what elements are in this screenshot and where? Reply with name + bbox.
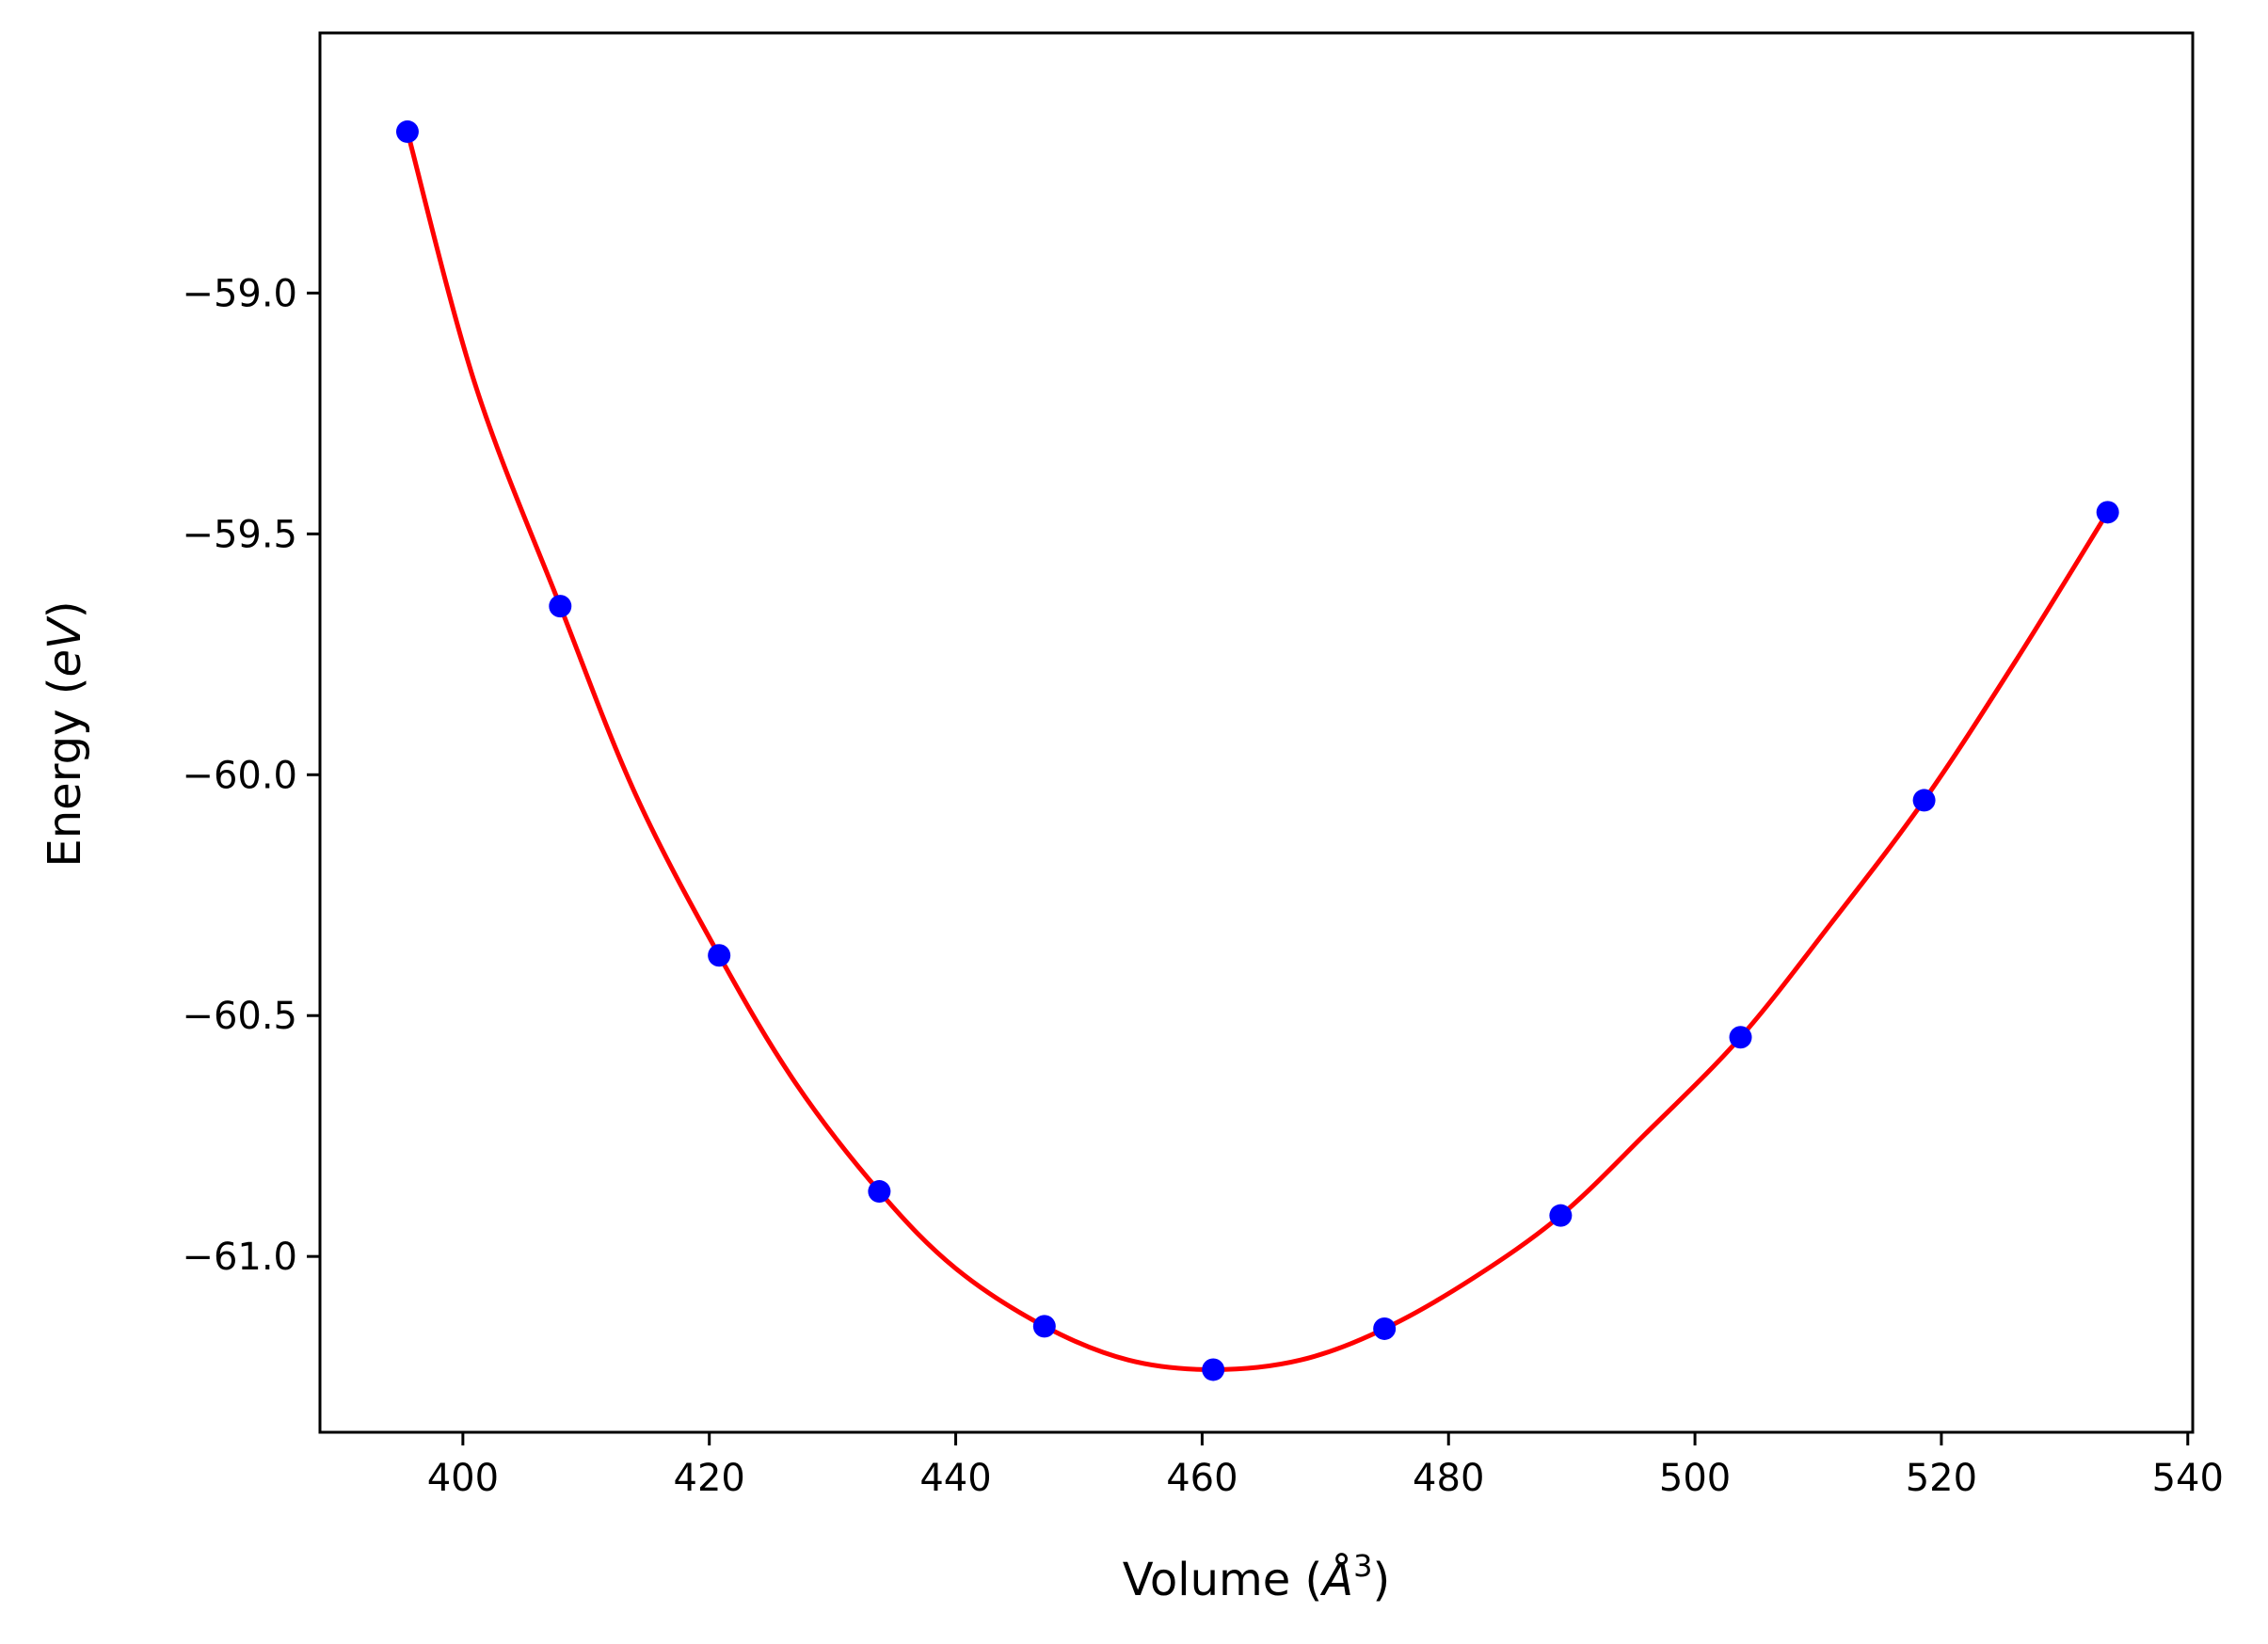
x-axis-unit-exponent: 3: [1353, 1548, 1372, 1584]
data-point: [1549, 1204, 1573, 1227]
x-axis-unit: Å: [1319, 1553, 1353, 1606]
y-tick-label: −60.0: [182, 754, 297, 797]
x-tick-label: 460: [1166, 1457, 1238, 1500]
y-axis-ticks: −59.0 −59.5 −60.0 −60.5 −61.0: [182, 272, 320, 1279]
data-point: [868, 1180, 891, 1204]
x-tick-label: 400: [427, 1457, 499, 1500]
plot-frame: [318, 31, 2195, 1434]
y-tick-label: −59.0: [182, 272, 297, 315]
y-axis-title-text: Energy: [39, 710, 91, 868]
y-axis-unit: eV: [39, 615, 91, 678]
data-point: [1373, 1317, 1397, 1340]
data-point: [395, 120, 419, 143]
y-tick-label: −59.5: [182, 513, 297, 556]
x-tick-label: 440: [919, 1457, 991, 1500]
x-tick-label: 500: [1659, 1457, 1731, 1500]
y-axis-title: Energy (eV): [39, 600, 91, 867]
fit-curve-line: [405, 131, 2110, 1372]
x-axis-title-text: Volume: [1123, 1554, 1291, 1606]
x-tick-label: 540: [2152, 1457, 2224, 1500]
y-tick-label: −60.5: [182, 995, 297, 1038]
data-point: [1912, 789, 1936, 812]
x-axis-title: Volume (Å3): [1123, 1548, 1390, 1606]
data-point: [1729, 1026, 1752, 1049]
x-tick-label: 520: [1906, 1457, 1977, 1500]
data-point: [549, 595, 572, 618]
data-points-layer: [395, 120, 2119, 1381]
data-point: [1032, 1315, 1056, 1338]
y-tick-label: −61.0: [182, 1236, 297, 1279]
data-point: [708, 944, 731, 967]
x-tick-label: 420: [674, 1457, 745, 1500]
x-tick-label: 480: [1413, 1457, 1484, 1500]
x-axis-ticks: 400 420 440 460 480 500 520 540: [427, 1432, 2224, 1500]
data-point: [1202, 1358, 1225, 1381]
data-point: [2096, 501, 2119, 524]
fit-curve-layer: [405, 131, 2110, 1372]
